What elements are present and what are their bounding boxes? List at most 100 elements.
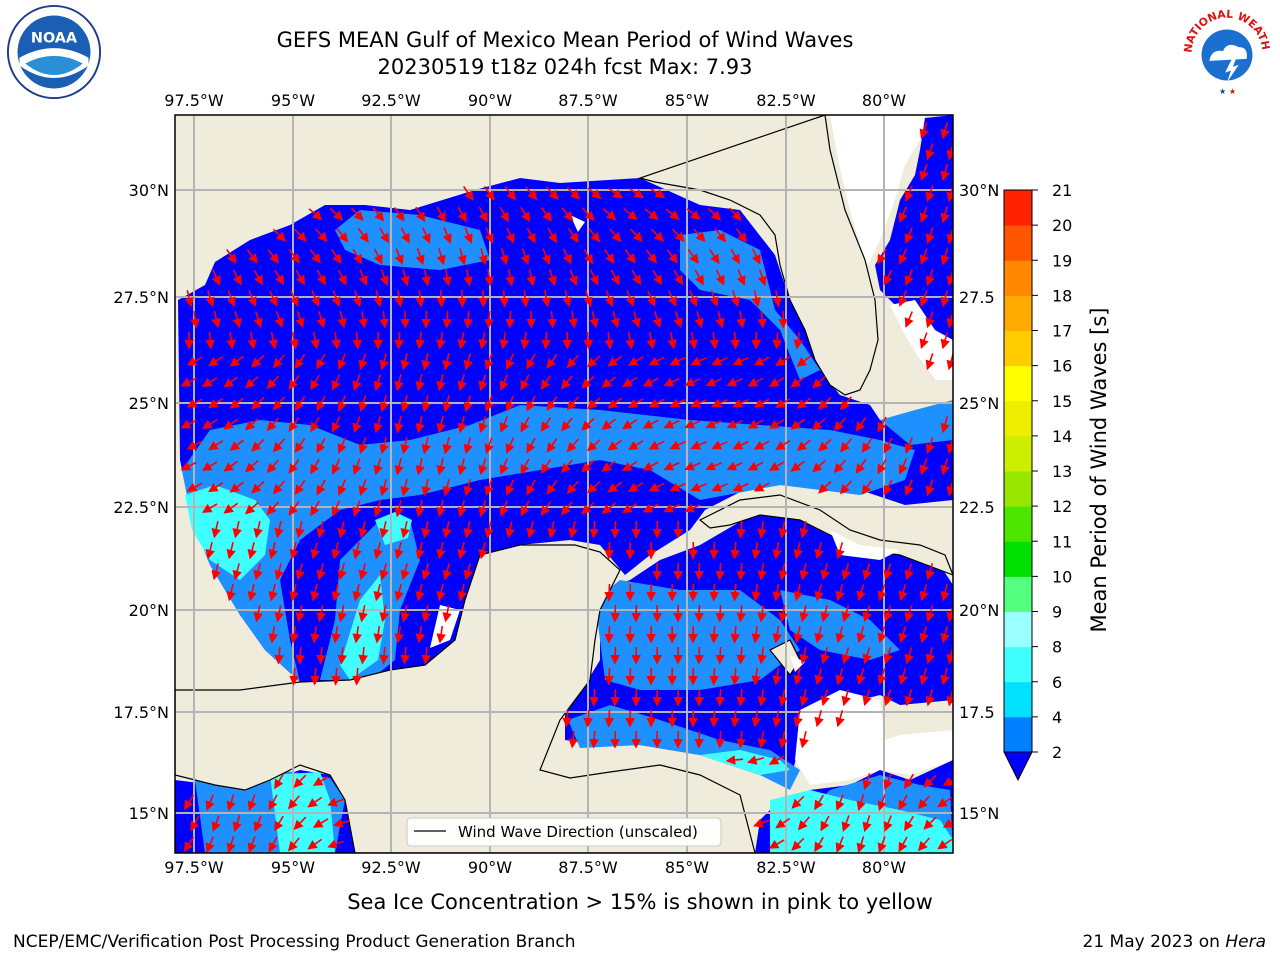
- wind-wave-arrow: [373, 374, 383, 392]
- wind-wave-arrow: [940, 626, 950, 644]
- wind-wave-arrow: [436, 500, 446, 518]
- lat-label: 25°N: [959, 394, 999, 413]
- wind-wave-arrow: [709, 709, 719, 728]
- wind-wave-arrow: [352, 667, 362, 686]
- wind-wave-arrow: [673, 311, 683, 329]
- wind-wave-arrow: [484, 521, 494, 539]
- lon-label: 85°W: [665, 91, 709, 110]
- wind-wave-arrow: [415, 331, 425, 350]
- wind-wave-arrow: [294, 437, 306, 453]
- wind-wave-arrow: [415, 416, 425, 434]
- wind-wave-arrow: [919, 290, 929, 308]
- wind-wave-arrow: [267, 249, 279, 264]
- wind-wave-arrow: [244, 418, 259, 431]
- wind-wave-arrow: [861, 437, 873, 453]
- wind-wave-arrow: [483, 186, 495, 201]
- wind-wave-arrow: [753, 440, 770, 450]
- wind-wave-arrow: [652, 311, 662, 329]
- wind-wave-arrow: [841, 815, 851, 833]
- wind-wave-arrow: [457, 289, 467, 308]
- wind-wave-arrow: [268, 542, 278, 560]
- wind-wave-arrow: [714, 228, 727, 243]
- wind-wave-arrow: [526, 353, 536, 370]
- wind-wave-arrow: [751, 290, 761, 308]
- lat-labels-left: 30°N 27.5°N 25°N 22.5°N 20°N 17.5°N 15°N: [113, 181, 169, 823]
- wind-wave-arrow: [711, 482, 728, 492]
- wind-wave-arrow: [186, 398, 203, 408]
- wind-wave-arrow: [746, 755, 765, 765]
- lat-label: 15°N: [129, 804, 169, 823]
- wind-wave-arrow: [883, 479, 893, 496]
- wind-wave-arrow: [268, 584, 278, 602]
- wind-wave-arrow: [705, 419, 722, 429]
- wind-wave-arrow: [186, 440, 203, 450]
- wind-wave-arrow: [778, 730, 788, 749]
- wind-wave-arrow: [709, 667, 719, 686]
- wind-wave-arrow: [736, 688, 746, 707]
- wind-wave-arrow: [336, 228, 349, 243]
- wind-wave-arrow: [799, 647, 809, 665]
- wind-wave-arrow: [484, 479, 494, 497]
- wind-wave-arrow: [862, 815, 872, 833]
- wind-wave-arrow: [898, 584, 908, 602]
- wind-wave-arrow: [919, 248, 929, 266]
- lon-label: 80°W: [862, 91, 906, 110]
- wind-wave-arrow: [775, 440, 791, 451]
- wind-wave-arrow: [904, 773, 915, 790]
- wind-wave-arrow: [923, 816, 937, 830]
- wind-wave-arrow: [925, 227, 935, 245]
- wind-wave-arrow: [862, 689, 872, 707]
- wind-wave-arrow: [942, 776, 953, 786]
- wind-wave-arrow: [310, 458, 320, 475]
- wind-wave-arrow: [274, 521, 284, 539]
- wind-wave-arrow: [457, 248, 467, 266]
- wind-wave-arrow: [715, 646, 725, 665]
- wind-wave-arrow: [293, 774, 307, 788]
- wind-wave-arrow: [812, 418, 826, 431]
- wind-wave-arrow: [686, 208, 701, 221]
- wind-wave-arrow: [352, 625, 362, 644]
- wind-wave-arrow: [505, 268, 515, 287]
- wind-wave-arrow: [352, 584, 362, 602]
- wind-wave-arrow: [331, 416, 341, 433]
- wind-wave-arrow: [442, 227, 452, 244]
- wind-wave-arrow: [226, 248, 237, 264]
- noaa-logo-text: NOAA: [31, 30, 78, 46]
- wind-wave-arrow: [253, 521, 263, 539]
- wind-wave-arrow: [940, 248, 950, 266]
- wind-wave-arrow: [937, 838, 953, 850]
- colorbar-tick-label: 19: [1052, 251, 1072, 270]
- wind-wave-arrow: [295, 269, 306, 286]
- wind-wave-arrow: [730, 248, 740, 265]
- wind-wave-arrow: [208, 398, 224, 409]
- wind-wave-arrow: [581, 417, 595, 431]
- wind-wave-arrow: [684, 419, 701, 429]
- colorbar-segment: [1004, 681, 1032, 718]
- wind-wave-arrow: [841, 605, 851, 623]
- wind-wave-arrow: [186, 482, 203, 492]
- wind-wave-arrow: [877, 626, 887, 644]
- wind-wave-arrow: [546, 396, 558, 411]
- wind-wave-arrow: [229, 481, 244, 493]
- wind-wave-arrow: [484, 437, 494, 455]
- wind-wave-arrow: [768, 755, 785, 765]
- wind-wave-arrow: [183, 794, 195, 811]
- colorbar-tick-label: 9: [1052, 603, 1062, 622]
- wind-wave-arrow: [631, 311, 641, 329]
- wind-wave-arrow: [919, 626, 929, 644]
- wind-wave-arrow: [310, 500, 320, 517]
- wind-wave-arrow: [835, 542, 845, 560]
- wind-wave-arrow: [604, 541, 614, 560]
- wind-wave-arrow: [331, 584, 341, 602]
- colorbar-tick-label: 13: [1052, 462, 1072, 481]
- wind-wave-arrow: [393, 207, 405, 222]
- wind-wave-arrow: [358, 646, 368, 665]
- wind-wave-arrow: [312, 776, 329, 786]
- wind-wave-arrow: [310, 416, 320, 433]
- wind-wave-arrow: [373, 458, 383, 476]
- wind-wave-arrow: [546, 354, 558, 369]
- wind-wave-arrow: [442, 395, 452, 413]
- wind-wave-arrow: [583, 331, 593, 350]
- wind-wave-arrow: [715, 311, 725, 329]
- wind-wave-arrow: [694, 730, 704, 749]
